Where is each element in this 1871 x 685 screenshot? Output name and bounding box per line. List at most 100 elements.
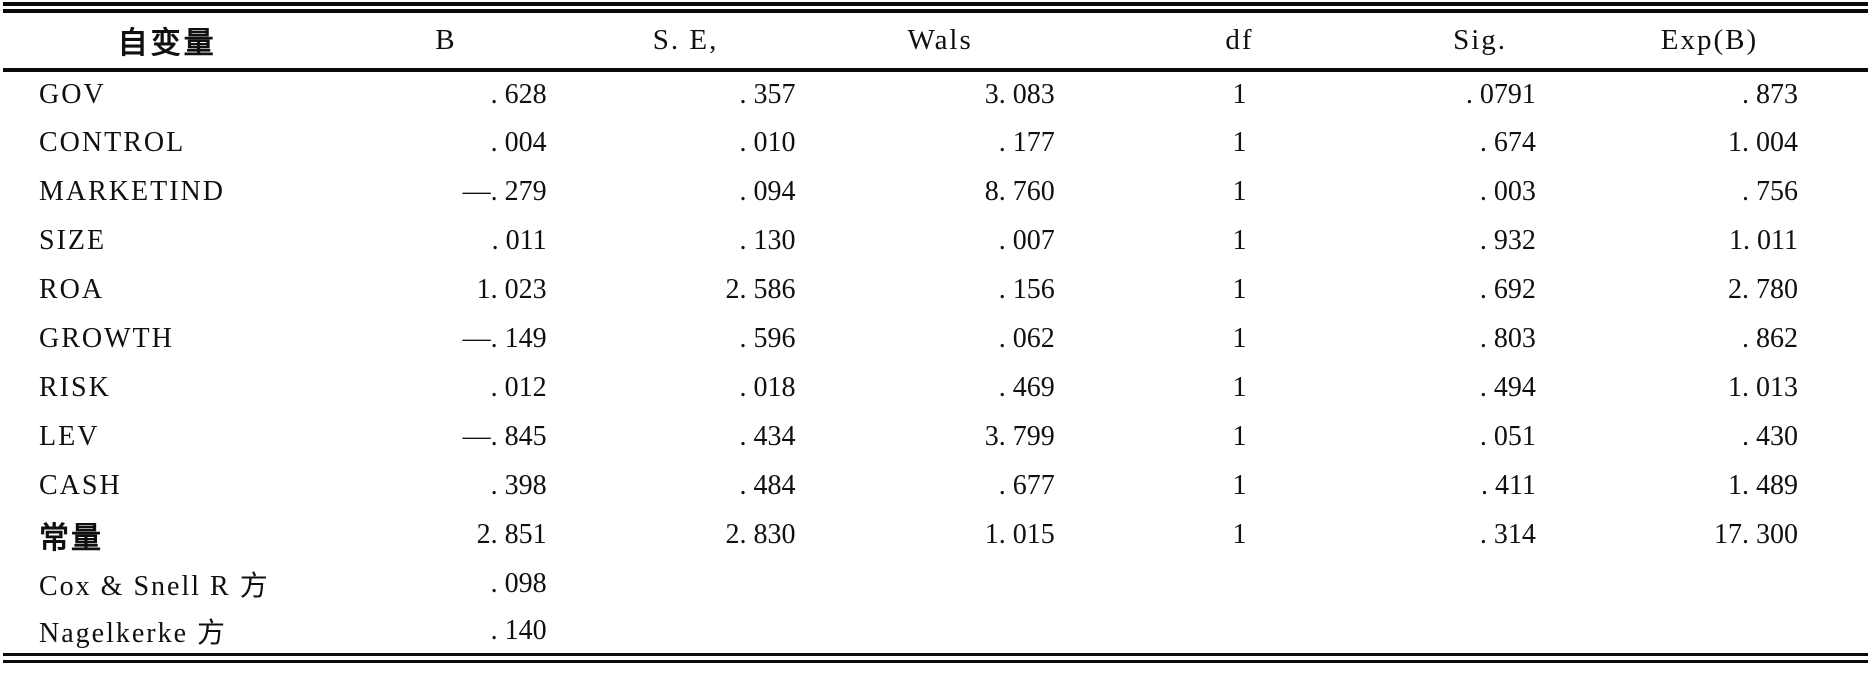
cell-se: . 596 bbox=[739, 323, 796, 354]
column-header-wals: Wals bbox=[907, 23, 973, 56]
cell-df: 1 bbox=[1232, 470, 1247, 501]
table-row-control: CONTROL . 004 . 010 . 177 1 . 674 1. 004 bbox=[3, 119, 1868, 168]
row-label: 常量 bbox=[39, 522, 103, 555]
cell-expb: 1. 489 bbox=[1728, 470, 1798, 501]
table-row-nagelkerke-r2: Nagelkerke 方 . 140 bbox=[3, 609, 1868, 658]
cell-se: . 010 bbox=[739, 127, 796, 158]
cell-b: —. 279 bbox=[462, 176, 547, 207]
cell-sig: . 692 bbox=[1479, 274, 1536, 305]
row-label: Cox & Snell R 方 bbox=[39, 571, 270, 602]
row-label: Nagelkerke 方 bbox=[39, 617, 228, 649]
cell-expb: 2. 780 bbox=[1728, 274, 1798, 305]
cell-se: . 130 bbox=[739, 225, 796, 256]
cell-wals: 3. 799 bbox=[984, 421, 1055, 452]
cell-expb bbox=[1551, 609, 1868, 658]
cell-wals: . 677 bbox=[998, 470, 1055, 501]
cell-b: 1. 023 bbox=[476, 274, 547, 305]
cell-wals: 3. 083 bbox=[984, 79, 1055, 110]
row-label: CONTROL bbox=[39, 127, 186, 158]
cell-df: 1 bbox=[1232, 225, 1247, 256]
cell-wals: . 177 bbox=[998, 127, 1055, 158]
cell-se: 2. 586 bbox=[725, 274, 796, 305]
cell-se bbox=[561, 560, 811, 609]
cell-df: 1 bbox=[1232, 274, 1247, 305]
cell-expb: 1. 011 bbox=[1729, 225, 1798, 256]
header-row: 自变量 B S. E, Wals df Sig. Exp(B) bbox=[3, 8, 1868, 70]
cell-se: . 018 bbox=[739, 372, 796, 403]
cell-b: . 012 bbox=[490, 372, 547, 403]
cell-expb bbox=[1551, 560, 1868, 609]
cell-sig: . 051 bbox=[1479, 421, 1536, 452]
cell-se: . 094 bbox=[739, 176, 796, 207]
column-header-b: B bbox=[435, 23, 457, 56]
table-row-cash: CASH . 398 . 484 . 677 1 . 411 1. 489 bbox=[3, 462, 1868, 511]
cell-b: —. 845 bbox=[462, 421, 547, 452]
cell-df: 1 bbox=[1232, 79, 1247, 110]
cell-expb: . 862 bbox=[1742, 323, 1798, 354]
table-row-gov: GOV . 628 . 357 3. 083 1 . 0791 . 873 bbox=[3, 70, 1868, 119]
cell-wals bbox=[811, 560, 1070, 609]
cell-df: 1 bbox=[1232, 421, 1247, 452]
table-header: 自变量 B S. E, Wals df Sig. Exp(B) bbox=[3, 8, 1868, 70]
row-label: GOV bbox=[39, 79, 106, 110]
cell-expb: . 756 bbox=[1742, 176, 1798, 207]
table-row-risk: RISK . 012 . 018 . 469 1 . 494 1. 013 bbox=[3, 364, 1868, 413]
cell-b: . 011 bbox=[491, 225, 547, 256]
cell-sig: . 674 bbox=[1479, 127, 1536, 158]
table-row-cox-snell-r2: Cox & Snell R 方 . 098 bbox=[3, 560, 1868, 609]
row-label: SIZE bbox=[39, 225, 107, 256]
row-label: ROA bbox=[39, 274, 105, 305]
cell-b: 2. 851 bbox=[476, 519, 547, 550]
cell-sig bbox=[1409, 609, 1551, 658]
row-label: RISK bbox=[39, 372, 111, 403]
cell-wals: . 469 bbox=[998, 372, 1055, 403]
cell-expb: . 430 bbox=[1742, 421, 1798, 452]
table-row-growth: GROWTH —. 149 . 596 . 062 1 . 803 . 862 bbox=[3, 315, 1868, 364]
cell-b: . 004 bbox=[490, 127, 547, 158]
cell-sig: . 494 bbox=[1479, 372, 1536, 403]
cell-b: —. 149 bbox=[462, 323, 547, 354]
cell-se bbox=[561, 609, 811, 658]
row-label: GROWTH bbox=[39, 323, 174, 354]
cell-wals: 8. 760 bbox=[984, 176, 1055, 207]
cell-se: . 357 bbox=[739, 79, 796, 110]
cell-b: . 140 bbox=[490, 614, 547, 646]
cell-b: . 098 bbox=[490, 568, 547, 599]
cell-se: . 484 bbox=[739, 470, 796, 501]
cell-df bbox=[1070, 560, 1409, 609]
logistic-regression-table: 自变量 B S. E, Wals df Sig. Exp(B) GOV . 62… bbox=[3, 2, 1868, 663]
cell-expb: . 873 bbox=[1742, 79, 1798, 110]
cell-wals: . 007 bbox=[998, 225, 1055, 256]
table-row-size: SIZE . 011 . 130 . 007 1 . 932 1. 011 bbox=[3, 217, 1868, 266]
column-header-se: S. E, bbox=[652, 23, 719, 56]
cell-sig: . 803 bbox=[1479, 323, 1536, 354]
table-row-lev: LEV —. 845 . 434 3. 799 1 . 051 . 430 bbox=[3, 413, 1868, 462]
cell-wals: . 062 bbox=[998, 323, 1055, 354]
cell-wals: 1. 015 bbox=[984, 519, 1055, 550]
cell-expb: 1. 004 bbox=[1728, 127, 1798, 158]
row-label: CASH bbox=[39, 470, 122, 501]
cell-df: 1 bbox=[1232, 176, 1247, 207]
table-row-roa: ROA 1. 023 2. 586 . 156 1 . 692 2. 780 bbox=[3, 266, 1868, 315]
column-header-variable: 自变量 bbox=[117, 27, 217, 61]
cell-b: . 398 bbox=[490, 470, 547, 501]
column-header-expb: Exp(B) bbox=[1660, 23, 1759, 56]
column-header-df: df bbox=[1225, 23, 1254, 56]
table-row-marketind: MARKETIND —. 279 . 094 8. 760 1 . 003 . … bbox=[3, 168, 1868, 217]
cell-df bbox=[1070, 609, 1409, 658]
cell-sig bbox=[1409, 560, 1551, 609]
cell-expb: 17. 300 bbox=[1714, 519, 1798, 550]
cell-sig: . 003 bbox=[1479, 176, 1536, 207]
table-body: GOV . 628 . 357 3. 083 1 . 0791 . 873 CO… bbox=[3, 70, 1868, 658]
row-label: LEV bbox=[39, 421, 100, 452]
cell-expb: 1. 013 bbox=[1728, 372, 1798, 403]
cell-se: . 434 bbox=[739, 421, 796, 452]
cell-sig: . 314 bbox=[1479, 519, 1536, 550]
column-header-sig: Sig. bbox=[1453, 23, 1508, 56]
cell-sig: . 411 bbox=[1480, 470, 1536, 501]
table-row-constant: 常量 2. 851 2. 830 1. 015 1 . 314 17. 300 bbox=[3, 511, 1868, 560]
cell-se: 2. 830 bbox=[725, 519, 796, 550]
cell-b: . 628 bbox=[490, 79, 547, 110]
cell-df: 1 bbox=[1232, 127, 1247, 158]
